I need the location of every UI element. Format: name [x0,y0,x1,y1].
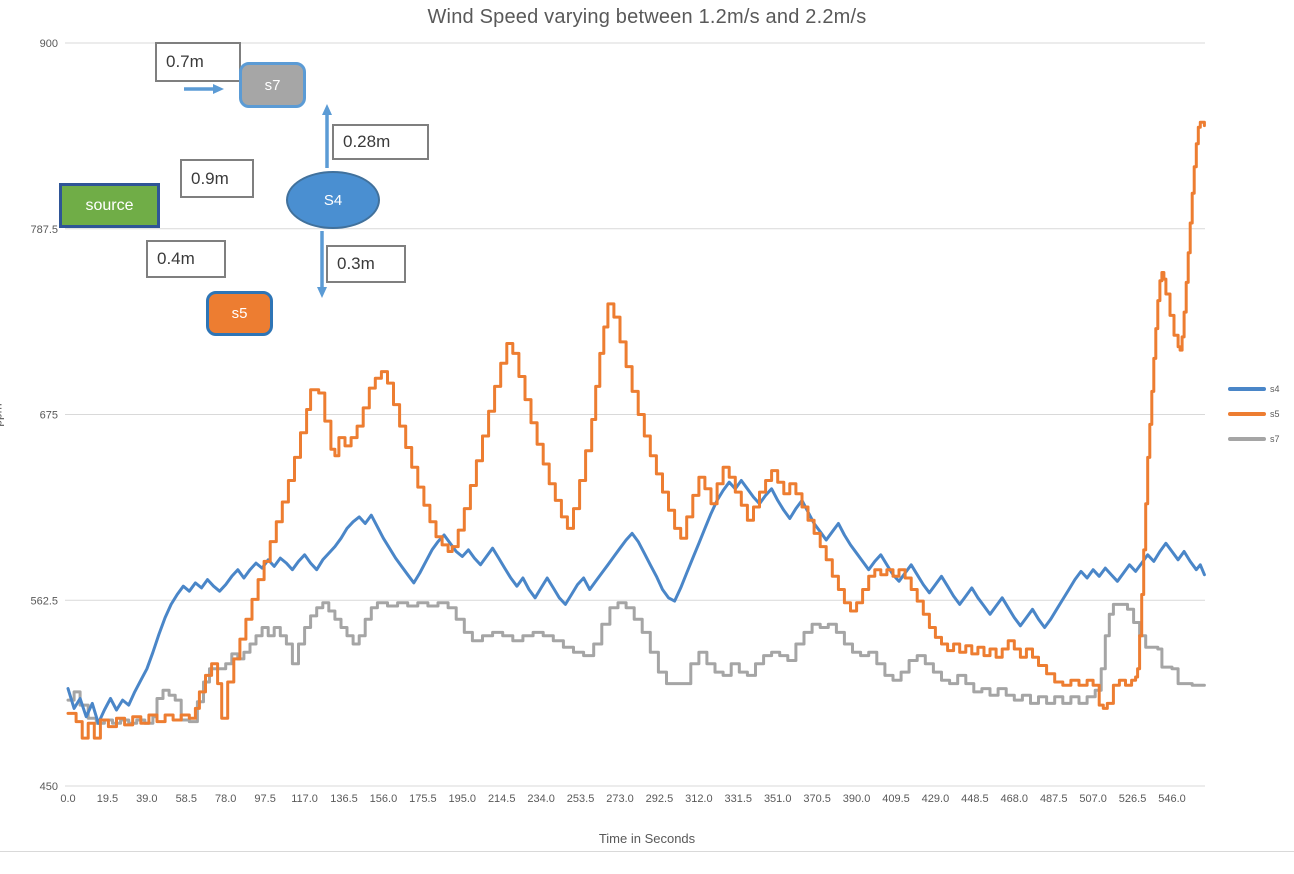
sensor-s4-label: S4 [323,191,343,209]
x-tick-label: 312.0 [685,793,713,805]
x-tick-label: 331.5 [725,793,753,805]
x-tick-label: 429.0 [922,793,950,805]
distance-text: 0.7m [166,52,204,71]
chart-title: Wind Speed varying between 1.2m/s and 2.… [427,6,867,28]
legend-swatch-s4-icon [1228,386,1266,391]
legend-label-s4: s4 [1270,383,1280,394]
distance-label-0-9m: 0.9m [180,159,254,198]
x-axis-title: Time in Seconds [598,831,696,846]
x-tick-label: 370.5 [803,793,831,805]
x-tick-label: 292.5 [646,793,674,805]
x-tick-label: 390.0 [843,793,871,805]
sensor-s7-label: s7 [264,76,281,94]
sensor-s5-label: s5 [231,305,248,322]
y-tick-label: 675 [40,410,58,422]
distance-label-0-3m: 0.3m [326,245,406,283]
chart-legend: s4 s5 s7 [1228,376,1294,451]
y-tick-label: 450 [40,781,58,793]
x-tick-label: 97.5 [254,793,275,805]
down-arrow-icon [317,231,327,298]
series-line-s7 [66,601,1206,725]
x-tick-label: 58.5 [176,793,197,805]
legend-item-s4: s4 [1228,376,1294,401]
x-tick-label: 78.0 [215,793,236,805]
legend-swatch-s7-icon [1228,436,1266,441]
x-tick-label: 273.0 [606,793,634,805]
distance-label-0-28m: 0.28m [332,124,429,160]
source-node: source [59,183,160,228]
y-tick-label: 787.5 [30,224,58,236]
x-tick-label: 526.5 [1119,793,1147,805]
y-axis-title: ppm [0,403,5,427]
x-tick-label: 39.0 [136,793,157,805]
sensor-s7-node: s7 [239,62,306,108]
distance-text: 0.3m [337,254,375,273]
x-tick-label: 546.0 [1158,793,1186,805]
sensor-s5-node: s5 [206,291,273,336]
x-tick-label: 409.5 [882,793,910,805]
x-tick-label: 156.0 [370,793,398,805]
distance-label-0-4m: 0.4m [146,240,226,278]
x-tick-label: 195.0 [449,793,477,805]
sensor-s4-node: S4 [286,171,380,229]
series-line-s4 [66,479,1206,725]
up-arrow-icon [322,104,332,168]
legend-item-s7: s7 [1228,426,1294,451]
chart-bottom-border [0,851,1294,852]
x-tick-label: 214.5 [488,793,516,805]
x-tick-label: 234.0 [527,793,555,805]
x-tick-label: 253.5 [567,793,595,805]
distance-label-0-7m: 0.7m [155,42,241,82]
diagram-arrows [184,84,332,298]
y-tick-label: 900 [40,38,58,50]
x-tick-label: 507.0 [1079,793,1107,805]
right-arrow-icon [184,84,224,94]
legend-swatch-s5-icon [1228,411,1266,416]
x-tick-label: 117.0 [291,793,318,805]
series-line-s5 [66,120,1206,740]
x-tick-label: 19.5 [97,793,118,805]
x-tick-label: 487.5 [1040,793,1068,805]
x-tick-label: 175.5 [409,793,437,805]
x-tick-label: 351.0 [764,793,792,805]
x-tick-label: 136.5 [330,793,358,805]
x-tick-label: 0.0 [60,793,75,805]
y-tick-label: 562.5 [30,595,58,607]
source-label: source [85,196,134,214]
legend-label-s7: s7 [1270,433,1280,444]
legend-item-s5: s5 [1228,401,1294,426]
distance-text: 0.28m [343,132,391,151]
legend-label-s5: s5 [1270,408,1280,419]
distance-text: 0.4m [157,249,195,268]
sensor-layout-diagram: 0.7m 0.28m 0.9m 0.4m 0.3m s7 source S4 s… [0,0,460,350]
x-tick-label: 468.0 [1001,793,1029,805]
x-tick-label: 448.5 [961,793,989,805]
distance-text: 0.9m [191,168,229,188]
